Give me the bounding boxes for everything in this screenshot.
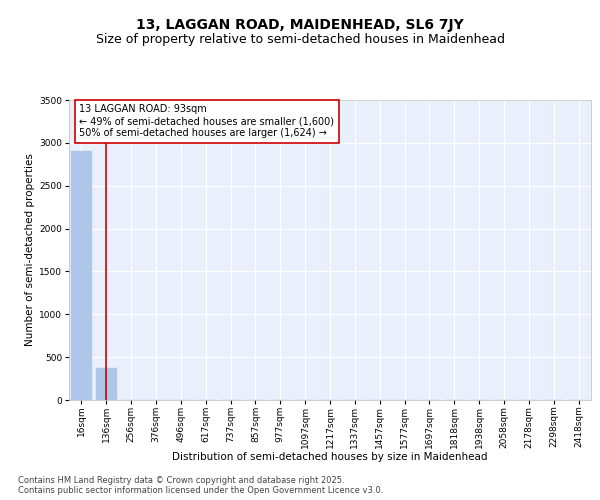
Bar (96, 368, 117, 400)
Text: Size of property relative to semi-detached houses in Maidenhead: Size of property relative to semi-detach… (95, 32, 505, 46)
Text: 13 LAGGAN ROAD: 93sqm
← 49% of semi-detached houses are smaller (1,600)
50% of s: 13 LAGGAN ROAD: 93sqm ← 49% of semi-deta… (79, 104, 334, 138)
Text: 13, LAGGAN ROAD, MAIDENHEAD, SL6 7JY: 13, LAGGAN ROAD, MAIDENHEAD, SL6 7JY (136, 18, 464, 32)
Bar (71, 152, 92, 400)
Text: Contains HM Land Registry data © Crown copyright and database right 2025.
Contai: Contains HM Land Registry data © Crown c… (18, 476, 383, 495)
X-axis label: Distribution of semi-detached houses by size in Maidenhead: Distribution of semi-detached houses by … (172, 452, 488, 462)
Y-axis label: Number of semi-detached properties: Number of semi-detached properties (25, 154, 35, 346)
